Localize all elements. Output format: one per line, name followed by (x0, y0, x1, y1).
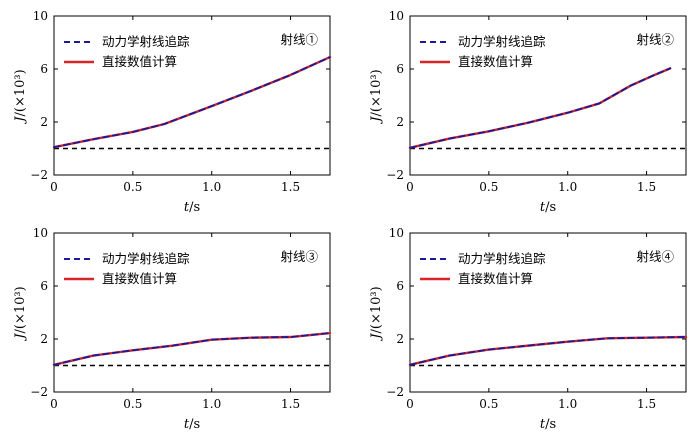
y-tick-label: 2 (396, 332, 404, 346)
x-tick-label: 0 (50, 180, 58, 194)
x-tick-label: 1.0 (558, 397, 577, 411)
y-tick-label: 6 (396, 62, 404, 76)
y-tick-label: 6 (396, 279, 404, 293)
plot-frame (409, 15, 687, 176)
y-axis-label: J/(×10³) (13, 286, 28, 341)
plot-frame (409, 232, 687, 393)
y-axis-label: J/(×10³) (369, 286, 384, 341)
y-tick-label: 2 (396, 115, 404, 129)
legend-label: 直接数值计算 (458, 271, 533, 286)
panel-title: 射线② (636, 32, 674, 47)
x-tick-label: 1.0 (558, 180, 577, 194)
x-axis-var: t (184, 417, 190, 432)
y-tick-label: −2 (386, 385, 404, 399)
y-axis-label: J/(×10³) (369, 69, 384, 124)
y-axis-unit: /(×10³) (13, 69, 28, 116)
y-tick-label: 10 (33, 9, 48, 23)
panel-title: 射线④ (636, 249, 674, 264)
x-axis-var: t (540, 200, 546, 215)
y-axis-var: J (369, 116, 384, 125)
y-axis-unit: /(×10³) (369, 286, 384, 333)
y-axis-var: J (13, 333, 28, 342)
x-tick-label: 0.5 (123, 397, 142, 411)
y-axis-unit: /(×10³) (369, 69, 384, 116)
x-tick-label: 0.5 (123, 180, 142, 194)
x-axis-unit: /s (545, 417, 556, 432)
y-tick-label: 10 (389, 9, 404, 23)
series-line-dynamic-ray-tracing (53, 332, 331, 366)
y-tick-label: −2 (30, 385, 48, 399)
y-axis-label: J/(×10³) (13, 69, 28, 124)
plot-frame (53, 232, 331, 393)
x-tick-label: 0 (406, 180, 414, 194)
y-tick-label: 2 (40, 332, 48, 346)
x-axis-unit: /s (545, 200, 556, 215)
series-line-direct-numerical (408, 67, 672, 150)
x-axis-label: t/s (540, 417, 556, 432)
y-tick-label: 6 (40, 62, 48, 76)
x-axis-unit: /s (189, 417, 200, 432)
y-axis-var: J (13, 116, 28, 125)
x-axis-label: t/s (184, 200, 200, 215)
y-tick-label: 10 (33, 226, 48, 240)
x-axis-unit: /s (189, 200, 200, 215)
x-axis-var: t (540, 417, 546, 432)
y-tick-label: 10 (389, 226, 404, 240)
y-tick-label: 6 (40, 279, 48, 293)
y-axis-var: J (369, 333, 384, 342)
y-axis-unit: /(×10³) (13, 286, 28, 333)
series-line-dynamic-ray-tracing (409, 336, 687, 366)
series-line-direct-numerical (408, 335, 688, 367)
x-axis-label: t/s (184, 417, 200, 432)
legend-label: 动力学射线追踪 (458, 251, 546, 266)
legend-label: 动力学射线追踪 (102, 34, 190, 49)
x-tick-label: 0 (50, 397, 58, 411)
x-tick-label: 1.5 (637, 397, 656, 411)
legend-label: 直接数值计算 (102, 271, 177, 286)
x-tick-label: 0.5 (479, 180, 498, 194)
x-tick-label: 0.5 (479, 397, 498, 411)
x-tick-label: 1.0 (202, 180, 221, 194)
x-tick-label: 1.0 (202, 397, 221, 411)
plot-frame (53, 15, 331, 176)
panel-title: 射线③ (280, 249, 318, 264)
y-tick-label: −2 (386, 168, 404, 182)
x-axis-label: t/s (540, 200, 556, 215)
series-line-dynamic-ray-tracing (53, 56, 331, 149)
legend-label: 动力学射线追踪 (458, 34, 546, 49)
x-tick-label: 1.5 (281, 397, 300, 411)
y-tick-label: 2 (40, 115, 48, 129)
series-line-direct-numerical (52, 55, 332, 149)
x-tick-label: 1.5 (637, 180, 656, 194)
x-tick-label: 1.5 (281, 180, 300, 194)
legend-label: 直接数值计算 (102, 54, 177, 69)
panel-title: 射线① (280, 32, 318, 47)
legend-label: 动力学射线追踪 (102, 251, 190, 266)
x-tick-label: 0 (406, 397, 414, 411)
series-line-direct-numerical (52, 331, 332, 367)
x-axis-var: t (184, 200, 190, 215)
legend-label: 直接数值计算 (458, 54, 533, 69)
series-line-dynamic-ray-tracing (409, 67, 672, 149)
y-tick-label: −2 (30, 168, 48, 182)
